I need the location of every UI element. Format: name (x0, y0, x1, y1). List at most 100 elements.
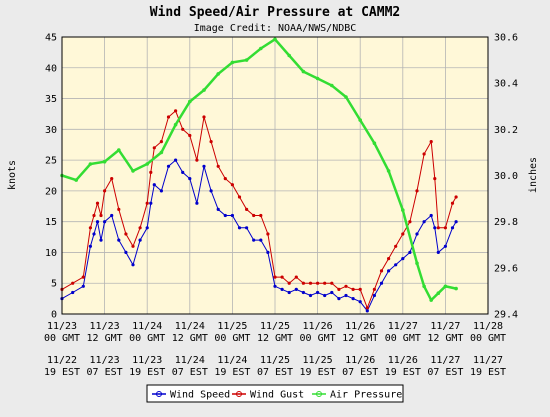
air-pressure-point (216, 72, 220, 76)
wind-speed-point (92, 232, 96, 236)
wind-gust-point (454, 195, 458, 199)
wind-gust-point (422, 152, 426, 156)
wind-speed-point (216, 207, 220, 211)
wind-gust-point (408, 220, 412, 224)
wind-gust-legend-marker (236, 391, 242, 397)
x-tick-label: 00 GMT (44, 333, 80, 344)
wind-speed-point (365, 309, 369, 313)
air-pressure-point (372, 141, 377, 145)
air-pressure-point (422, 284, 426, 289)
wind-gust-line (61, 110, 457, 310)
air-pressure-point (415, 261, 419, 266)
wind-speed-point (408, 250, 412, 254)
wind-speed-point (372, 293, 376, 298)
wind-gust-point (266, 232, 270, 236)
x-tick-label: 11/27 (473, 355, 503, 366)
x-tick-label: 11/23 (90, 355, 120, 366)
right-tick-label: 29.6 (494, 263, 518, 274)
right-axis-ticks: 29.4 29.6 29.8 30.0 30.2 30.4 30.6 (494, 33, 518, 321)
wind-speed-point (443, 244, 447, 248)
x-tick-label: 11/23 (90, 321, 120, 332)
wind-speed-point (454, 220, 458, 224)
wind-gust-point (252, 213, 256, 218)
wind-gust-point (92, 213, 96, 218)
wind-gust-point (145, 201, 149, 205)
chart-subtitle: Image Credit: NOAA/NWS/NDBC (194, 23, 357, 34)
wind-gust-point (209, 140, 213, 144)
x-tick-label: 11/27 (430, 355, 460, 366)
air-pressure-point (330, 83, 334, 88)
legend-box (146, 384, 404, 403)
wind-gust-point (308, 281, 313, 285)
air-pressure-point (74, 178, 78, 182)
wind-speed-point (188, 177, 192, 181)
wind-gust-point (415, 189, 419, 193)
air-pressure-point (401, 208, 405, 212)
left-tick-label: 5 (51, 279, 57, 290)
air-pressure-point (287, 53, 292, 58)
wind-gust-point (159, 140, 163, 144)
x-tick-label: 11/28 (473, 321, 503, 332)
wind-speed-point (95, 220, 100, 224)
wind-speed-point (103, 220, 107, 224)
wind-gust-point (223, 177, 227, 181)
left-tick-label: 0 (51, 310, 57, 321)
wind-gust-point (117, 207, 121, 211)
wind-speed-point (330, 290, 334, 295)
wind-speed-legend-marker (156, 391, 162, 397)
wind-gust-point (259, 213, 263, 218)
grid-lines (62, 37, 488, 314)
wind-gust-legend-label: Wind Gust (250, 390, 304, 401)
wind-gust-point (216, 164, 220, 168)
wind-speed-point (209, 189, 213, 193)
wind-gust-point (337, 287, 341, 291)
wind-gust-point (450, 201, 455, 205)
wind-speed-point (131, 263, 135, 267)
left-axis-label: knots (7, 160, 18, 190)
wind-gust-point (110, 177, 114, 181)
wind-speed-point (358, 300, 362, 304)
wind-gust-point (245, 207, 249, 211)
x-tick-label: 12 GMT (257, 333, 293, 344)
x-tick-label: 19 EST (44, 367, 80, 378)
wind-speed-point (337, 297, 341, 301)
wind-speed-point (344, 293, 348, 298)
left-tick-label: 35 (45, 94, 57, 105)
wind-gust-point (138, 226, 142, 230)
air-pressure-point (173, 122, 178, 127)
right-tick-label: 29.8 (494, 217, 518, 228)
wind-gust-point (280, 275, 284, 279)
left-tick-label: 30 (45, 125, 57, 136)
x-tick-label: 07 EST (257, 367, 293, 378)
wind-speed-point (433, 226, 437, 230)
wind-gust-point (401, 232, 405, 236)
x-tick-label: 11/26 (303, 321, 333, 332)
wind-gust-point (195, 158, 199, 162)
air-pressure-point (301, 69, 306, 74)
x-tick-label: 12 GMT (427, 333, 463, 344)
air-pressure-point (436, 291, 441, 296)
wind-speed-point (99, 238, 103, 242)
wind-speed-point (266, 250, 270, 254)
air-pressure-point (188, 99, 192, 104)
wind-speed-point (401, 257, 405, 261)
wind-gust-point (316, 281, 320, 285)
air-pressure-legend-marker (316, 391, 322, 397)
right-tick-label: 30.0 (494, 171, 518, 182)
x-tick-label: 07 EST (342, 367, 378, 378)
wind-gust-point (294, 275, 298, 279)
left-tick-label: 10 (45, 248, 57, 259)
wind-gust-point (301, 281, 305, 285)
wind-speed-point (308, 293, 313, 298)
right-tick-label: 30.4 (494, 79, 518, 90)
wind-gust-point (230, 183, 234, 187)
x-tick-label: 00 GMT (300, 333, 336, 344)
x-tick-label: 00 GMT (385, 333, 421, 344)
air-pressure-point (358, 118, 363, 122)
wind-speed-point (138, 238, 142, 242)
air-pressure-point (159, 150, 164, 155)
wind-speed-point (152, 183, 156, 187)
x-tick-label: 19 EST (300, 367, 336, 378)
wind-gust-point (433, 177, 437, 181)
air-pressure-point (344, 95, 348, 99)
